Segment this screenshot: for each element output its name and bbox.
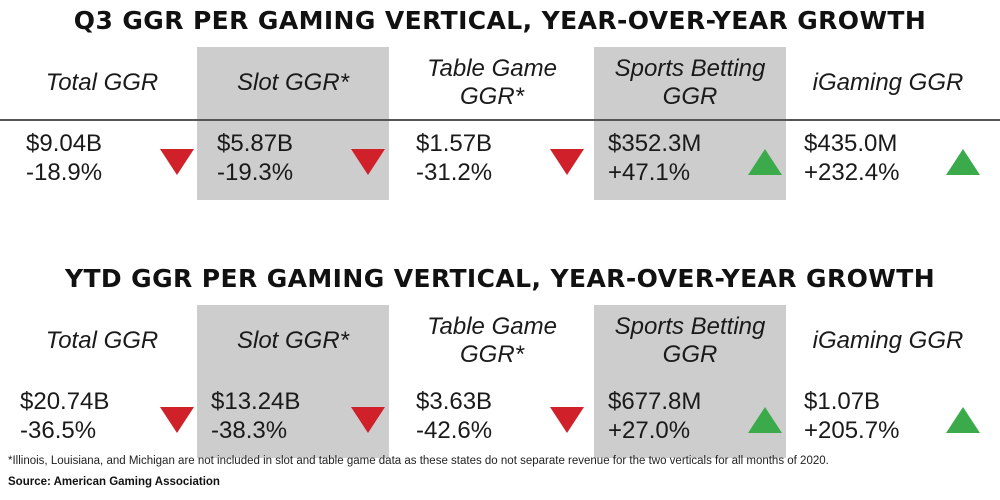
ytd-change-sports-betting: +27.0% — [608, 417, 691, 444]
ytd-header-igaming: iGaming GGR — [812, 327, 964, 354]
q3-value-slot: $5.87B — [217, 130, 294, 157]
q3-header-igaming: iGaming GGR — [812, 69, 964, 96]
q3-value-igaming: $435.0M — [804, 130, 898, 157]
q3-arrow-table-game — [550, 149, 584, 175]
q3-header-slot: Slot GGR* — [236, 69, 350, 96]
q3-header-total: Total GGR — [45, 69, 159, 96]
ytd-arrow-slot — [351, 407, 385, 433]
ytd-arrow-table-game — [550, 407, 584, 433]
q3-value-total: $9.04B — [26, 130, 103, 157]
footnote: *Illinois, Louisiana, and Michigan are n… — [8, 455, 829, 467]
q3-value-sports-betting: $352.3M — [608, 130, 702, 157]
ytd-header-slot: Slot GGR* — [236, 327, 350, 354]
ytd-col-table-game: Table Game GGR* $3.63B -42.6% — [396, 305, 588, 458]
ytd-change-igaming: +205.7% — [804, 417, 900, 444]
ytd-header-total: Total GGR — [45, 327, 159, 354]
ytd-change-table-game: -42.6% — [416, 417, 493, 444]
ytd-arrow-total — [160, 407, 194, 433]
ytd-title: YTD GGR PER GAMING VERTICAL, YEAR-OVER-Y… — [64, 264, 936, 293]
source-credit: Source: American Gaming Association — [8, 476, 220, 488]
ytd-arrow-sports-betting — [748, 407, 782, 433]
ytd-header-sports-betting: Sports Betting GGR — [614, 313, 766, 368]
q3-change-slot: -19.3% — [217, 159, 294, 186]
q3-col-total: Total GGR $9.04B -18.9% — [6, 47, 198, 200]
ytd-col-total: Total GGR $20.74B -36.5% — [6, 305, 198, 458]
q3-col-igaming: iGaming GGR $435.0M +232.4% — [792, 47, 984, 200]
q3-col-sports-betting: Sports Betting GGR $352.3M +47.1% — [594, 47, 786, 200]
q3-change-igaming: +232.4% — [804, 159, 900, 186]
ytd-col-igaming: iGaming GGR $1.07B +205.7% — [792, 305, 984, 458]
q3-title: Q3 GGR PER GAMING VERTICAL, YEAR-OVER-YE… — [73, 6, 927, 35]
ytd-value-total: $20.74B — [20, 388, 110, 415]
q3-arrow-igaming — [946, 149, 980, 175]
q3-change-table-game: -31.2% — [416, 159, 493, 186]
ytd-value-slot: $13.24B — [211, 388, 301, 415]
ytd-change-slot: -38.3% — [211, 417, 288, 444]
q3-arrow-sports-betting — [748, 149, 782, 175]
ytd-col-slot: Slot GGR* $13.24B -38.3% — [197, 305, 389, 458]
q3-arrow-total — [160, 149, 194, 175]
ytd-header-table-game: Table Game GGR* — [427, 313, 557, 368]
q3-header-sports-betting: Sports Betting GGR — [614, 55, 766, 110]
q3-value-table-game: $1.57B — [416, 130, 493, 157]
q3-col-table-game: Table Game GGR* $1.57B -31.2% — [396, 47, 588, 200]
ytd-value-igaming: $1.07B — [804, 388, 881, 415]
q3-change-sports-betting: +47.1% — [608, 159, 691, 186]
ytd-arrow-igaming — [946, 407, 980, 433]
ytd-value-sports-betting: $677.8M — [608, 388, 702, 415]
ytd-change-total: -36.5% — [20, 417, 97, 444]
q3-col-slot: Slot GGR* $5.87B -19.3% — [197, 47, 389, 200]
ytd-value-table-game: $3.63B — [416, 388, 493, 415]
q3-divider — [0, 119, 1000, 121]
ytd-col-sports-betting: Sports Betting GGR $677.8M +27.0% — [594, 305, 786, 458]
q3-arrow-slot — [351, 149, 385, 175]
q3-header-table-game: Table Game GGR* — [427, 55, 557, 110]
q3-change-total: -18.9% — [26, 159, 103, 186]
